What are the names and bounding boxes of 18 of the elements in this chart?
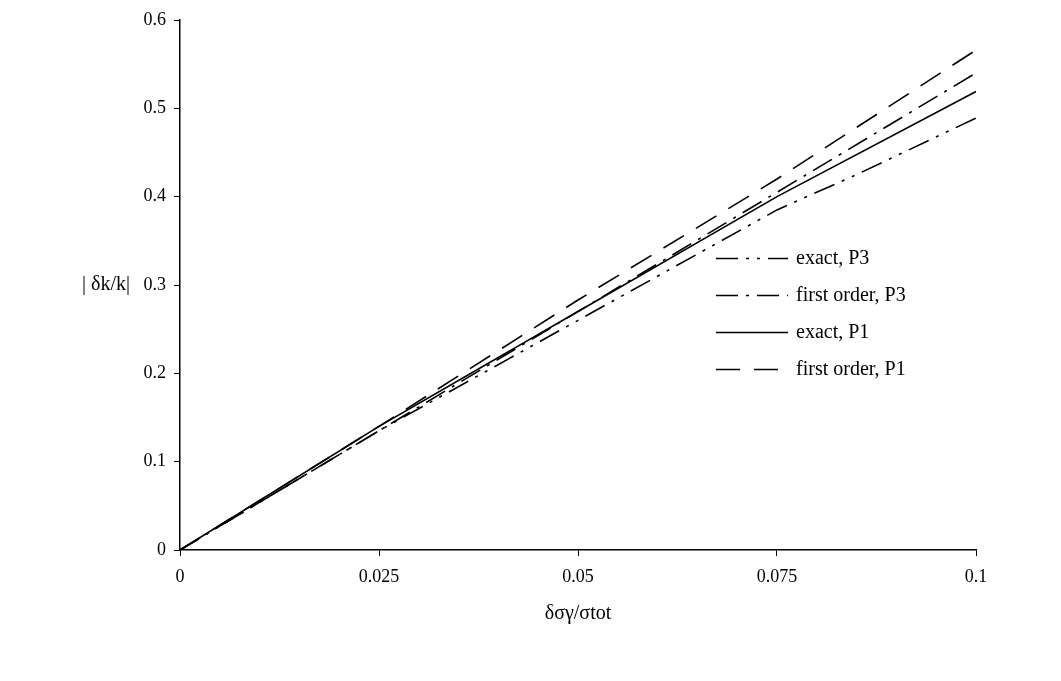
x-tick-label: 0.1 xyxy=(964,565,988,586)
x-tick-label: 0 xyxy=(175,565,185,586)
legend-label: exact, P3 xyxy=(796,245,870,268)
y-tick-label: 0.1 xyxy=(143,450,166,471)
y-tick-label: 0.4 xyxy=(143,185,166,206)
y-tick-label: 0.5 xyxy=(143,97,166,118)
y-tick-label: 0 xyxy=(157,538,166,559)
legend-label: first order, P1 xyxy=(796,356,906,379)
y-axis-title: | δk/k| xyxy=(82,272,130,296)
y-tick-label: 0.3 xyxy=(143,273,166,294)
x-tick-label: 0.075 xyxy=(756,565,798,586)
x-axis-title: δσγ/σtot xyxy=(544,601,612,625)
legend-label: first order, P3 xyxy=(796,282,906,305)
x-tick-label: 0.05 xyxy=(562,565,594,586)
y-tick-label: 0.6 xyxy=(143,8,166,29)
x-tick-label: 0.025 xyxy=(358,565,400,586)
legend-label: exact, P1 xyxy=(796,319,870,342)
y-tick-label: 0.2 xyxy=(143,362,166,383)
